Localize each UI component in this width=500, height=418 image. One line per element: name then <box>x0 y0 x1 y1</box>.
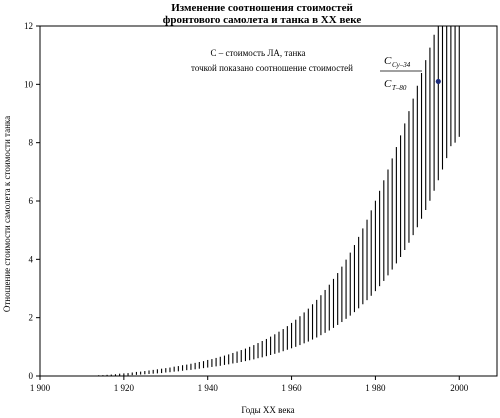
y-tick-label: 0 <box>29 371 34 381</box>
fraction-denominator: C <box>384 78 392 90</box>
fraction-denominator-subscript: Т–80 <box>392 84 407 92</box>
y-axis-ticks: 0 2 4 6 8 10 12 <box>24 21 40 381</box>
cost-ratio-fraction: C Су–34 C Т–80 <box>380 55 422 92</box>
x-tick-label: 2000 <box>450 383 469 393</box>
chart-title-line-1: Изменение соотношения стоимостей <box>171 2 353 14</box>
y-tick-label: 2 <box>29 313 34 323</box>
chart-title-line-2: фронтового самолета и танка в XX веке <box>163 14 362 26</box>
x-axis-label: Годы XX века <box>241 405 294 415</box>
y-tick-label: 12 <box>24 21 33 31</box>
range-bars <box>98 26 460 376</box>
y-tick-label: 10 <box>24 79 34 89</box>
data-point-1995 <box>435 78 441 85</box>
annotation-line-2: точкой показано соотношение стоимостей <box>191 63 353 73</box>
y-tick-label: 4 <box>29 254 34 264</box>
annotation-line-1: C – стоимость ЛА, танка <box>210 48 305 58</box>
plot-frame <box>39 25 498 377</box>
x-tick-label: 1 980 <box>365 383 386 393</box>
x-axis-ticks: 1 900 1 920 1 940 1 960 1 980 2000 <box>30 376 469 393</box>
x-tick-label: 1 960 <box>281 383 302 393</box>
data-points <box>435 78 441 85</box>
y-axis-label: Отношение стоимости самолета к стоимости… <box>2 116 12 312</box>
fraction-numerator: C <box>384 55 392 67</box>
y-tick-label: 6 <box>29 196 34 206</box>
fraction-numerator-subscript: Су–34 <box>392 61 411 69</box>
y-tick-label: 8 <box>29 138 34 148</box>
x-tick-label: 1 940 <box>198 383 219 393</box>
x-tick-label: 1 920 <box>114 383 135 393</box>
x-tick-label: 1 900 <box>30 383 51 393</box>
